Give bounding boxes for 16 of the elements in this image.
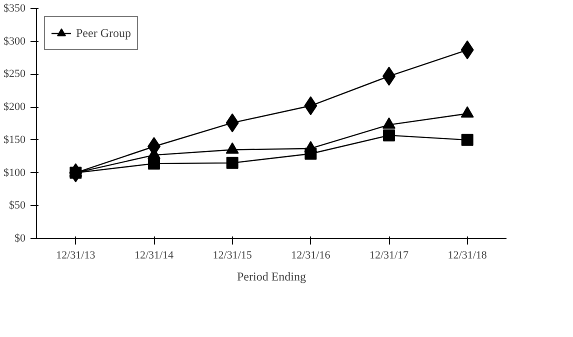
- x-tick-label: 12/31/17: [369, 250, 410, 262]
- x-tick-label: 12/31/15: [212, 250, 252, 262]
- x-axis-title: Period Ending: [237, 270, 306, 284]
- y-tick-label: $50: [9, 200, 26, 212]
- y-tick-label: $250: [4, 68, 26, 80]
- y-tick-label: $200: [4, 101, 26, 114]
- legend-label: Peer Group: [76, 26, 131, 40]
- x-tick-label: 12/31/16: [291, 250, 331, 262]
- y-tick-label: $150: [4, 134, 26, 146]
- x-tick-label: 12/31/18: [448, 250, 488, 262]
- y-tick-label: $100: [4, 166, 26, 179]
- y-tick-label: $350: [4, 2, 26, 14]
- y-tick-label: $0: [14, 232, 26, 244]
- y-tick-label: $300: [4, 35, 26, 48]
- x-tick-label: 12/31/13: [56, 250, 96, 262]
- x-tick-label: 12/31/14: [134, 250, 174, 262]
